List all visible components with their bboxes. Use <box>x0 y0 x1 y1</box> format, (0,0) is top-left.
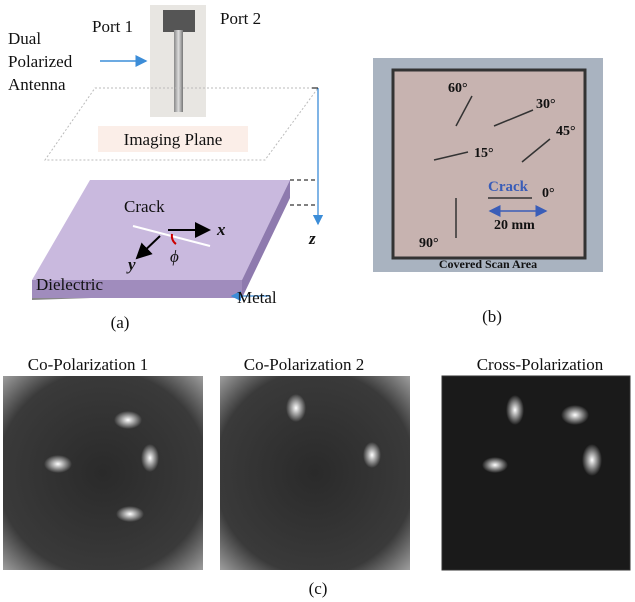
label: Dual <box>8 29 41 48</box>
image <box>3 376 203 570</box>
label: Dielectric <box>36 275 103 294</box>
label: ϕ <box>170 247 179 266</box>
label: Crack <box>488 179 529 195</box>
specimen <box>393 70 585 258</box>
panel-a: Port 1 Port 2 Dual Polarized Antenna Ima… <box>8 5 318 332</box>
label: Metal <box>237 288 277 307</box>
label: Covered Scan Area <box>439 257 537 271</box>
caption: (a) <box>111 313 130 332</box>
figure: Port 1 Port 2 Dual Polarized Antenna Ima… <box>0 0 635 602</box>
panel-b: 60° 30° 45° 15° 0° 90° Crack 20 mm Cover… <box>373 58 603 326</box>
label: Port 2 <box>220 9 261 28</box>
antenna-rod <box>174 30 183 112</box>
label: 90° <box>419 236 439 251</box>
label: 20 mm <box>494 218 535 233</box>
label: 15° <box>474 146 494 161</box>
label: 30° <box>536 97 556 112</box>
caption: (b) <box>482 307 502 326</box>
label: y <box>126 255 136 274</box>
label: 45° <box>556 124 576 139</box>
label: Crack <box>124 197 165 216</box>
label: x <box>216 220 226 239</box>
image <box>442 376 630 570</box>
label: Antenna <box>8 75 66 94</box>
label: Port 1 <box>92 17 133 36</box>
caption: (c) <box>309 579 328 598</box>
label: Imaging Plane <box>124 130 223 149</box>
label: Polarized <box>8 52 73 71</box>
image-title: Cross-Polarization <box>477 355 604 374</box>
panel-c: Co-Polarization 1 Co-Polarization 2 Cros… <box>3 355 630 598</box>
antenna-head <box>163 10 195 32</box>
image-title: Co-Polarization 2 <box>244 355 364 374</box>
label: z <box>308 229 316 248</box>
label: 60° <box>448 81 468 96</box>
image-title: Co-Polarization 1 <box>28 355 148 374</box>
label: 0° <box>542 186 555 201</box>
image <box>220 376 410 570</box>
